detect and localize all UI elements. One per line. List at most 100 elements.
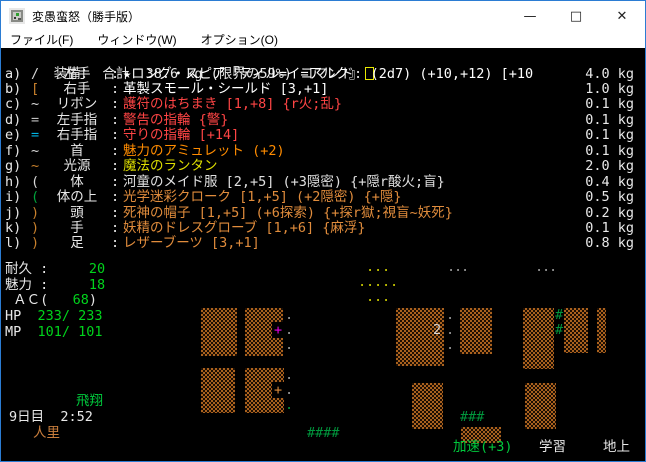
equip-slot: 右手 — [63, 80, 91, 97]
map-glyph: . — [285, 307, 294, 323]
equip-symbol: ) — [31, 204, 40, 221]
map-glyph: ### — [460, 409, 485, 425]
map-glyph: . — [374, 274, 383, 290]
menu-item-file[interactable]: ファイル(F) — [10, 33, 74, 47]
map-wall-block — [597, 308, 606, 353]
equipment-row: b) [右手: 革製スモール・シールド [3,+1] 1.0 kg — [1, 81, 645, 97]
map-door-gap — [272, 322, 285, 338]
stat-segment: HP — [5, 308, 30, 324]
equip-weight: 0.8 kg — [585, 235, 634, 252]
map-glyph: . — [285, 322, 294, 338]
map-wall-block — [525, 383, 556, 429]
map-glyph: . — [454, 259, 463, 275]
equip-slot: 足 — [70, 235, 84, 252]
minimize-button[interactable]: — — [523, 8, 537, 24]
equip-weight: 0.1 kg — [585, 111, 634, 128]
equip-weight: 0.4 kg — [585, 173, 634, 190]
equip-letter: f) — [5, 142, 22, 159]
stat-endurance: 耐久 : 20 — [5, 261, 105, 277]
map-glyph: . — [285, 397, 294, 413]
map-glyph: # — [555, 307, 564, 323]
equip-letter: a) — [5, 65, 22, 82]
equip-symbol: ) — [31, 220, 40, 236]
window-controls: — □ ✕ — [507, 1, 645, 31]
stat-segment: 魅力 : — [5, 277, 49, 293]
equip-symbol: = — [31, 111, 40, 128]
equip-item-name: 死神の帽子 [1,+5] (+6探索) {+探r獄;視盲~妖死} — [123, 204, 453, 221]
map-glyph: . — [285, 382, 294, 398]
map-glyph: . — [446, 322, 455, 338]
map-glyph: . — [549, 259, 558, 275]
menu-item-window[interactable]: ウィンドウ(W) — [97, 33, 177, 47]
equip-letter: j) — [5, 204, 22, 221]
equip-item-name: 革製スモール・シールド [3,+1] — [123, 80, 329, 97]
window-title: 変愚蛮怒（勝手版） — [32, 9, 141, 24]
equip-item-name: ★ロング・スピア『ティル=イ=アルク』 (2d7) (+10,+12) [+10 — [123, 65, 534, 82]
equip-slot: 体 — [70, 173, 84, 190]
map-glyph: . — [542, 259, 551, 275]
equip-item-name: 河童のメイド服 [2,+5] (+3隠密) {+隠r酸火;盲} — [123, 173, 445, 190]
map-wall-block — [460, 308, 492, 354]
game-date: 9日目 2:52 — [9, 409, 93, 425]
equip-slot: 光源 — [63, 158, 91, 175]
equip-colon: : — [111, 158, 120, 175]
equip-symbol: ~ — [31, 142, 40, 159]
equip-symbol: = — [31, 127, 40, 144]
map-glyph: . — [447, 259, 456, 275]
equip-item-name: 警告の指輪 {警} — [123, 111, 229, 128]
equip-slot: 右手指 — [56, 127, 98, 144]
map-glyph: . — [382, 289, 391, 305]
app-icon[interactable] — [9, 8, 25, 24]
stat-armor-class: ＡＣ( 68) — [5, 292, 97, 308]
equip-letter: k) — [5, 220, 22, 236]
map-glyph: . — [366, 289, 375, 305]
equipment-row: c) ~ リボン: 護符のはちまき [1,+8] {r火;乱} 0.1 kg — [1, 96, 645, 112]
equip-symbol: ( — [31, 173, 40, 190]
stat-mana-points: MP 101/ 101 — [5, 324, 103, 340]
equip-item-name: 魔法のランタン — [123, 158, 218, 175]
map-glyph: # — [555, 322, 564, 338]
map-wall-block — [461, 427, 501, 443]
maximize-button[interactable]: □ — [569, 8, 583, 24]
close-button[interactable]: ✕ — [616, 8, 628, 24]
map-glyph: . — [461, 259, 470, 275]
stat-segment: 18 — [48, 277, 106, 293]
equip-letter: l) — [5, 235, 22, 252]
map-glyph: . — [382, 274, 391, 290]
equip-symbol: / — [31, 65, 40, 82]
stat-hit-points: HP 233/ 233 — [5, 308, 103, 324]
equip-colon: : — [111, 127, 120, 144]
equipment-row: g) ~ 光源: 魔法のランタン 2.0 kg — [1, 158, 645, 174]
map-glyph: . — [358, 274, 367, 290]
map-glyph: + — [274, 322, 283, 338]
equip-item-name: 護符のはちまき [1,+8] {r火;乱} — [123, 96, 343, 113]
location-name: 人里 — [33, 425, 60, 441]
stat-segment: ＡＣ( — [5, 292, 49, 308]
equip-weight: 1.0 kg — [585, 80, 634, 97]
menu-item-options[interactable]: オプション(O) — [200, 33, 278, 47]
map-wall-block — [523, 308, 554, 369]
equip-colon: : — [111, 235, 120, 252]
fly-status: 飛翔 — [76, 393, 103, 409]
equip-colon: : — [111, 220, 120, 236]
equip-symbol: ~ — [31, 158, 40, 175]
equip-symbol: [ — [31, 80, 40, 97]
depth-status: 地上 — [603, 439, 630, 455]
equip-slot: 体の上 — [56, 189, 98, 206]
equip-symbol: ( — [31, 189, 40, 206]
stat-segment: ) — [88, 292, 98, 308]
equip-weight: 0.1 kg — [585, 96, 634, 113]
equipment-row: e) = 右手指: 守りの指輪 [+14] 0.1 kg — [1, 127, 645, 143]
map-wall-block — [201, 308, 237, 356]
equipment-row: a) / 左手: ★ロング・スピア『ティル=イ=アルク』 (2d7) (+10,+12… — [1, 66, 645, 82]
equip-colon: : — [111, 80, 120, 97]
equip-colon: : — [111, 111, 120, 128]
equipment-row: i) (体の上: 光学迷彩クローク [1,+5] (+2隠密) {+隠} 0.5 kg — [1, 189, 645, 205]
stat-segment: 233/ 233 — [29, 308, 103, 324]
map-glyph: #### — [307, 425, 340, 441]
equip-slot: 頭 — [70, 204, 84, 221]
equip-letter: g) — [5, 158, 22, 175]
equip-slot: リボン — [56, 96, 98, 113]
map-wall-block — [201, 368, 235, 413]
